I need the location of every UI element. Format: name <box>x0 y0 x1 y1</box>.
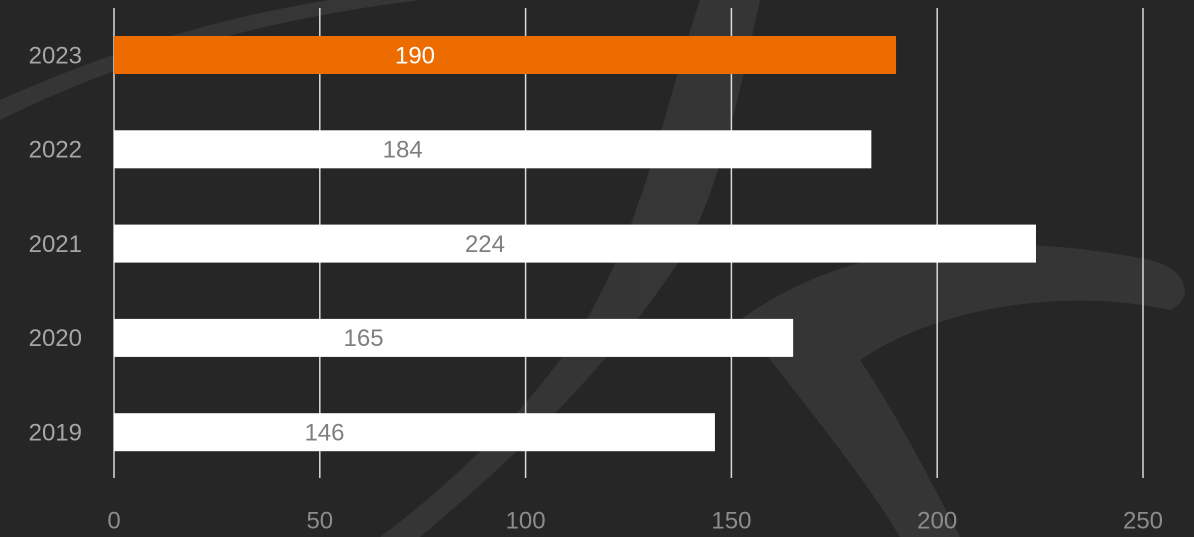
x-tick-label: 200 <box>917 507 957 534</box>
x-tick-label: 0 <box>107 507 120 534</box>
y-tick-label: 2021 <box>29 231 82 258</box>
data-label: 184 <box>383 137 423 164</box>
x-tick-label: 150 <box>711 507 751 534</box>
data-label: 146 <box>304 420 344 447</box>
watermark-body <box>740 244 1185 537</box>
x-tick-label: 250 <box>1123 507 1163 534</box>
x-tick-label: 50 <box>306 507 333 534</box>
data-label: 165 <box>344 325 384 352</box>
bar <box>114 318 794 357</box>
plot: 0 50 100 150 200 250 2023 190 2022 184 2021 224 2020… <box>29 8 1163 534</box>
bar <box>114 36 897 74</box>
bar <box>114 413 715 452</box>
bar <box>114 130 872 169</box>
y-tick-label: 2019 <box>29 420 82 447</box>
data-label: 224 <box>465 231 505 258</box>
x-tick-label: 100 <box>506 507 546 534</box>
y-tick-label: 2022 <box>29 137 82 164</box>
bar <box>114 224 1036 263</box>
y-tick-label: 2020 <box>29 325 82 352</box>
y-tick-label: 2023 <box>29 42 82 69</box>
data-label: 190 <box>395 42 435 69</box>
